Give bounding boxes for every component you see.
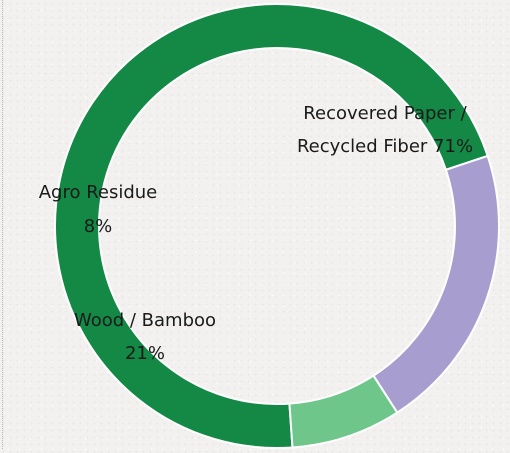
label-agro-residue: Agro Residue 8% xyxy=(39,182,158,237)
donut-slices xyxy=(54,3,500,449)
label-recovered-paper: Recovered Paper / Recycled Fiber 71% xyxy=(297,103,473,157)
label-wood-bamboo: Wood / Bamboo 21% xyxy=(74,310,216,364)
slice-wood-bamboo xyxy=(372,154,500,414)
slice-recovered-paper xyxy=(54,3,489,449)
label-agro-residue-line2: 8% xyxy=(84,216,113,237)
slice-agro-residue xyxy=(288,374,399,449)
label-wood-bamboo-line2: 21% xyxy=(125,343,165,364)
label-recovered-paper-line1: Recovered Paper / xyxy=(303,103,467,124)
label-wood-bamboo-line1: Wood / Bamboo xyxy=(74,310,216,331)
label-recovered-paper-line2: Recycled Fiber 71% xyxy=(297,136,473,157)
label-agro-residue-line1: Agro Residue xyxy=(39,182,158,203)
